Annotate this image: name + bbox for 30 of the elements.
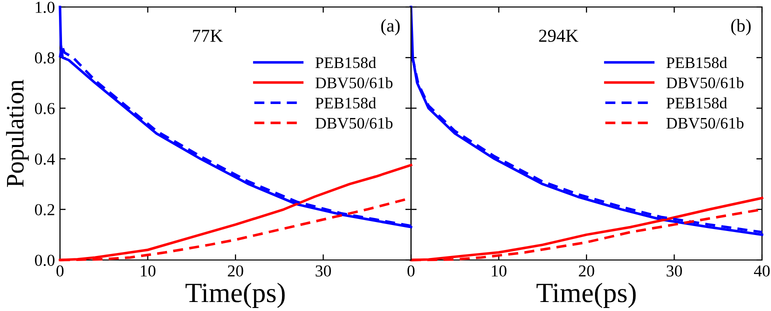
y-tick-label: 0.0 xyxy=(34,254,55,266)
y-tick-label: 1.0 xyxy=(36,2,55,14)
y-tick-label: 0.8 xyxy=(34,52,55,64)
x-axis-title: Time(ps) xyxy=(186,282,285,308)
annotation: (a) xyxy=(381,19,400,36)
annotation: 77K xyxy=(193,30,223,42)
legend-label: PEB158d xyxy=(315,97,376,108)
y-tick-label: 0.6 xyxy=(34,102,55,114)
legend-label: PEB158d xyxy=(666,56,728,68)
legend-label: DBV50/61b xyxy=(315,117,393,129)
annotation: 294K xyxy=(539,30,578,42)
x-tick-label: 10 xyxy=(140,265,156,277)
legend-label: DBV50/61b xyxy=(666,77,744,88)
legend-label: DBV50/61b xyxy=(666,117,744,129)
x-tick-label: 40 xyxy=(754,265,770,277)
x-tick-label: 10 xyxy=(492,265,506,277)
y-tick-label: 0.2 xyxy=(34,204,54,216)
legend-label: PEB158d xyxy=(315,56,376,68)
x-tick-label: 0 xyxy=(56,265,64,277)
legend-label: PEB158d xyxy=(666,97,728,108)
x-axis-title: Time(ps) xyxy=(536,282,636,308)
x-tick-label: 20 xyxy=(578,265,594,277)
y-axis-title: Population xyxy=(6,80,29,187)
x-tick-label: 20 xyxy=(228,265,244,277)
y-tick-label: 0.4 xyxy=(34,154,55,165)
x-tick-label: 30 xyxy=(666,265,682,277)
legend-label: DBV50/61b xyxy=(315,77,393,88)
annotation: (b) xyxy=(731,19,751,36)
x-tick-label: 30 xyxy=(316,265,331,277)
x-tick-label: 0 xyxy=(407,265,415,277)
